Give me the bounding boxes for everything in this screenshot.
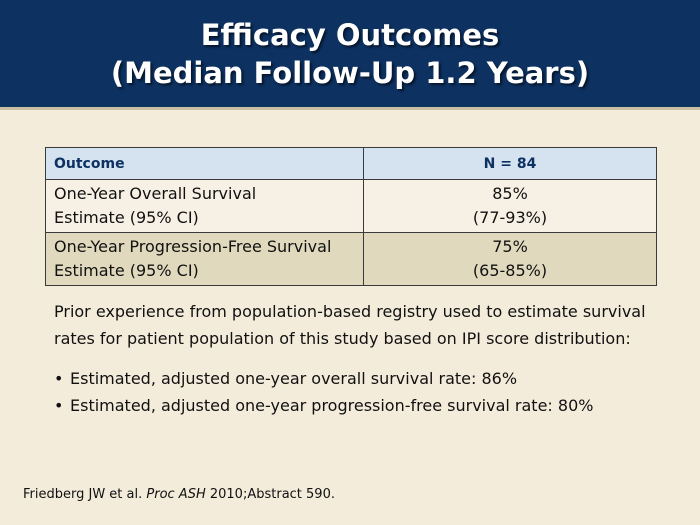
citation-details: 2010;Abstract 590. <box>205 487 335 502</box>
citation-authors: Friedberg JW et al. <box>23 487 147 502</box>
slide-title-line-1: Efficacy Outcomes <box>200 17 500 52</box>
title-bar: Efficacy Outcomes (Median Follow-Up 1.2 … <box>0 0 700 110</box>
header-n: N = 84 <box>363 147 657 180</box>
table-row-progression-free-survival: One-Year Progression-Free Survival Estim… <box>45 232 657 286</box>
bullet-item: • Estimated, adjusted one-year progressi… <box>54 392 593 419</box>
intro-paragraph: Prior experience from population-based r… <box>54 302 646 348</box>
bullet-text: Estimated, adjusted one-year progression… <box>70 396 594 415</box>
outcome-cell: One-Year Progression-Free Survival Estim… <box>45 232 364 286</box>
bullet-list: • Estimated, adjusted one-year overall s… <box>54 365 593 419</box>
citation-journal: Proc ASH <box>146 487 206 502</box>
outcome-sublabel: Estimate (95% CI) <box>54 208 199 227</box>
value-cell: 75% (65-85%) <box>363 232 657 286</box>
outcome-label: One-Year Overall Survival <box>54 184 257 203</box>
outcome-cell: One-Year Overall Survival Estimate (95% … <box>45 179 364 233</box>
table-header-row: Outcome N = 84 <box>45 147 657 180</box>
bullet-icon: • <box>54 396 64 415</box>
value-ci: (77-93%) <box>472 208 548 227</box>
outcome-label: One-Year Progression-Free Survival <box>54 237 332 256</box>
value-ci: (65-85%) <box>472 261 548 280</box>
value-cell: 85% (77-93%) <box>363 179 657 233</box>
bullet-text: Estimated, adjusted one-year overall sur… <box>70 369 518 388</box>
value-estimate: 75% <box>492 237 528 256</box>
outcome-sublabel: Estimate (95% CI) <box>54 261 199 280</box>
bullet-item: • Estimated, adjusted one-year overall s… <box>54 365 593 392</box>
value-estimate: 85% <box>492 184 528 203</box>
table-row-overall-survival: One-Year Overall Survival Estimate (95% … <box>45 179 657 233</box>
citation: Friedberg JW et al. Proc ASH 2010;Abstra… <box>23 486 335 504</box>
slide-title-line-2: (Median Follow-Up 1.2 Years) <box>110 55 590 90</box>
efficacy-outcomes-table: Outcome N = 84 One-Year Overall Survival… <box>45 147 657 286</box>
header-outcome: Outcome <box>45 147 364 180</box>
bullet-icon: • <box>54 369 64 388</box>
